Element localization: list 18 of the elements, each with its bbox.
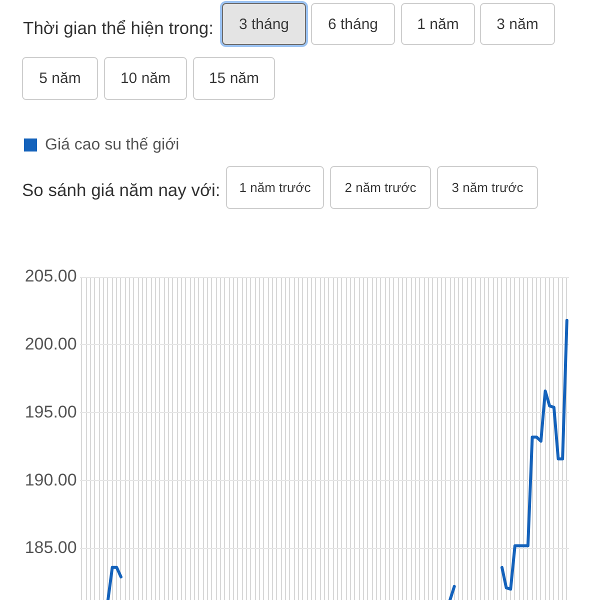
comparison-button[interactable]: 2 năm trước xyxy=(330,166,431,209)
time-range-button[interactable]: 6 tháng xyxy=(311,3,395,45)
comparison-button[interactable]: 3 năm trước xyxy=(437,166,538,209)
y-tick-label: 190.00 xyxy=(24,470,77,490)
legend-label: Giá cao su thế giới xyxy=(45,136,180,154)
time-range-button[interactable]: 5 năm xyxy=(22,57,98,100)
y-tick-label: 205.00 xyxy=(24,266,77,286)
time-range-button[interactable]: 15 năm xyxy=(193,57,275,100)
time-range-button[interactable]: 3 năm xyxy=(480,3,555,45)
y-tick-label: 200.00 xyxy=(24,334,77,354)
comparison-button[interactable]: 1 năm trước xyxy=(226,166,324,209)
y-tick-label: 195.00 xyxy=(24,402,77,422)
time-range-button[interactable]: 1 năm xyxy=(401,3,475,45)
y-tick-label: 185.00 xyxy=(24,538,77,558)
text: Thời gian thể hiện trong: xyxy=(23,18,214,38)
text: So sánh giá năm nay với: xyxy=(22,180,220,200)
time-range-button[interactable]: 3 tháng xyxy=(222,3,306,45)
time-range-button[interactable]: 10 năm xyxy=(104,57,187,100)
